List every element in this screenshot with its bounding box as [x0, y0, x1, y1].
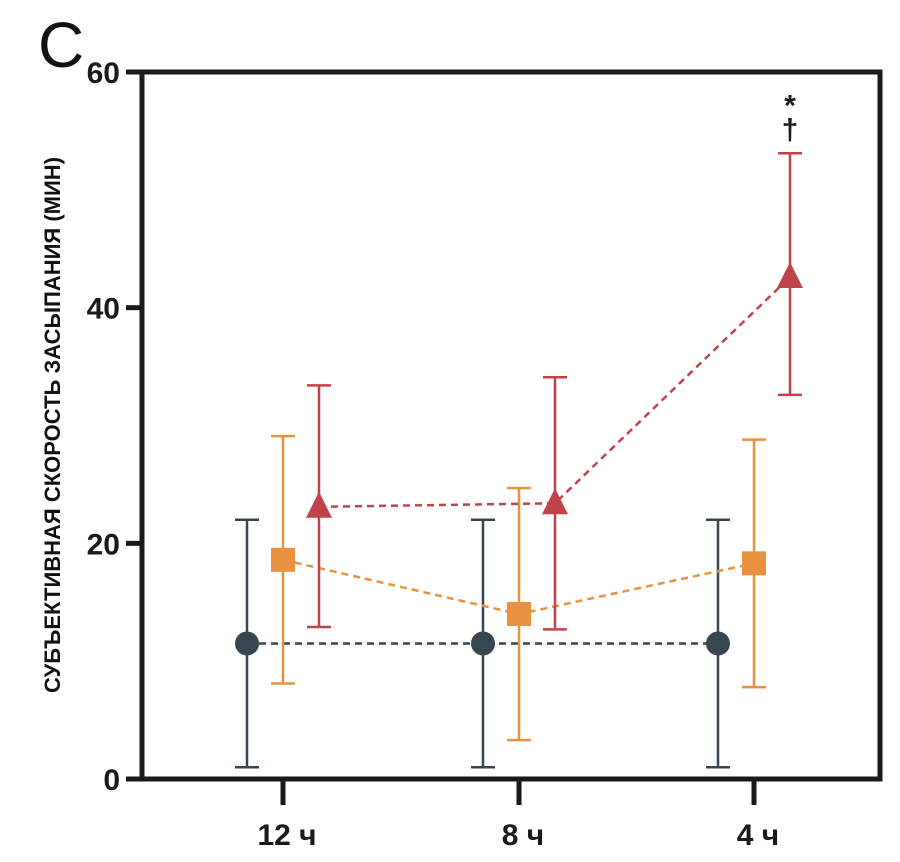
- series-square: [271, 434, 766, 742]
- annotation-asterisk: *: [784, 89, 796, 122]
- data-point-square: [271, 547, 295, 572]
- data-point-circle: [471, 631, 495, 656]
- plot-frame: [139, 69, 883, 782]
- y-tick-label: 0: [103, 764, 120, 797]
- y-axis-label: СУБЪЕКТИВНАЯ СКОРОСТЬ ЗАСЫПАНИЯ (МИН): [40, 157, 65, 693]
- y-tick-label: 60: [87, 57, 120, 90]
- x-tick-label: 4 ч: [737, 819, 779, 852]
- x-tick-label: 12 ч: [257, 819, 316, 852]
- data-point-square: [507, 602, 531, 627]
- data-point-triangle: [542, 488, 568, 515]
- data-point-square: [742, 551, 766, 576]
- x-tick-label: 8 ч: [502, 819, 544, 852]
- series-line: [318, 276, 791, 509]
- data-point-circle: [235, 631, 259, 656]
- series-triangle: [306, 152, 803, 631]
- y-tick-label: 20: [87, 528, 120, 561]
- data-point-circle: [706, 631, 730, 656]
- y-tick-label: 40: [87, 293, 120, 326]
- panel-label: C: [38, 9, 84, 81]
- series-circle: [235, 518, 730, 769]
- data-point-triangle: [306, 491, 332, 518]
- annotation-dagger: †: [782, 113, 799, 146]
- data-point-triangle: [777, 262, 803, 289]
